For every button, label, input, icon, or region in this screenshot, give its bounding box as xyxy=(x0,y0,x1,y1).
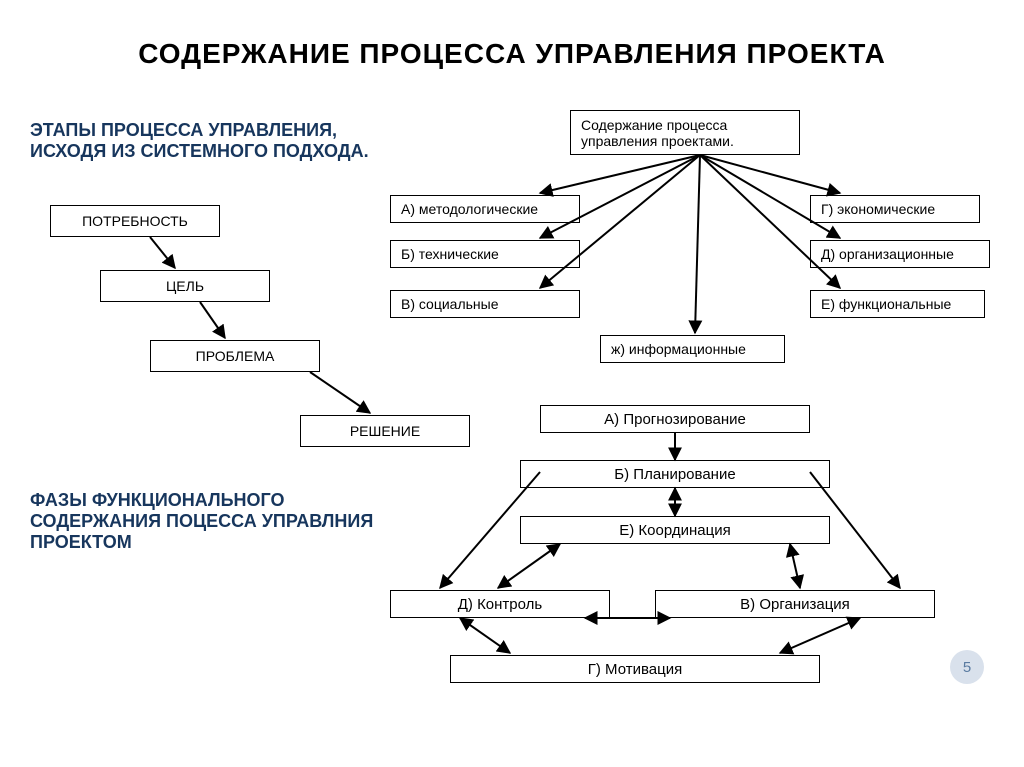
page-number-badge: 5 xyxy=(950,650,984,684)
node-goal: ЦЕЛЬ xyxy=(100,270,270,302)
heading-stages: ЭТАПЫ ПРОЦЕССА УПРАВЛЕНИЯ, ИСХОДЯ ИЗ СИС… xyxy=(30,120,380,162)
node-need: ПОТРЕБНОСТЬ xyxy=(50,205,220,237)
node-content-A: А) методологические xyxy=(390,195,580,223)
node-content-root: Содержание процесса управления проектами… xyxy=(570,110,800,155)
node-phase-B: Б) Планирование xyxy=(520,460,830,488)
edges-layer xyxy=(0,0,1024,767)
page-title: СОДЕРЖАНИЕ ПРОЦЕССА УПРАВЛЕНИЯ ПРОЕКТА xyxy=(0,38,1024,70)
node-decision: РЕШЕНИЕ xyxy=(300,415,470,447)
node-content-G: Г) экономические xyxy=(810,195,980,223)
node-content-C: В) социальные xyxy=(390,290,580,318)
node-problem: ПРОБЛЕМА xyxy=(150,340,320,372)
node-phase-V: В) Организация xyxy=(655,590,935,618)
node-content-B: Б) технические xyxy=(390,240,580,268)
node-phase-E: Е) Координация xyxy=(520,516,830,544)
node-content-J: ж) информационные xyxy=(600,335,785,363)
node-phase-A: А) Прогнозирование xyxy=(540,405,810,433)
node-phase-G: Г) Мотивация xyxy=(450,655,820,683)
node-content-D: Д) организационные xyxy=(810,240,990,268)
heading-phases: ФАЗЫ ФУНКЦИОНАЛЬНОГО СОДЕРЖАНИЯ ПОЦЕССА … xyxy=(30,490,400,553)
node-phase-D: Д) Контроль xyxy=(390,590,610,618)
diagram-canvas: СОДЕРЖАНИЕ ПРОЦЕССА УПРАВЛЕНИЯ ПРОЕКТА Э… xyxy=(0,0,1024,767)
node-content-E: Е) функциональные xyxy=(810,290,985,318)
